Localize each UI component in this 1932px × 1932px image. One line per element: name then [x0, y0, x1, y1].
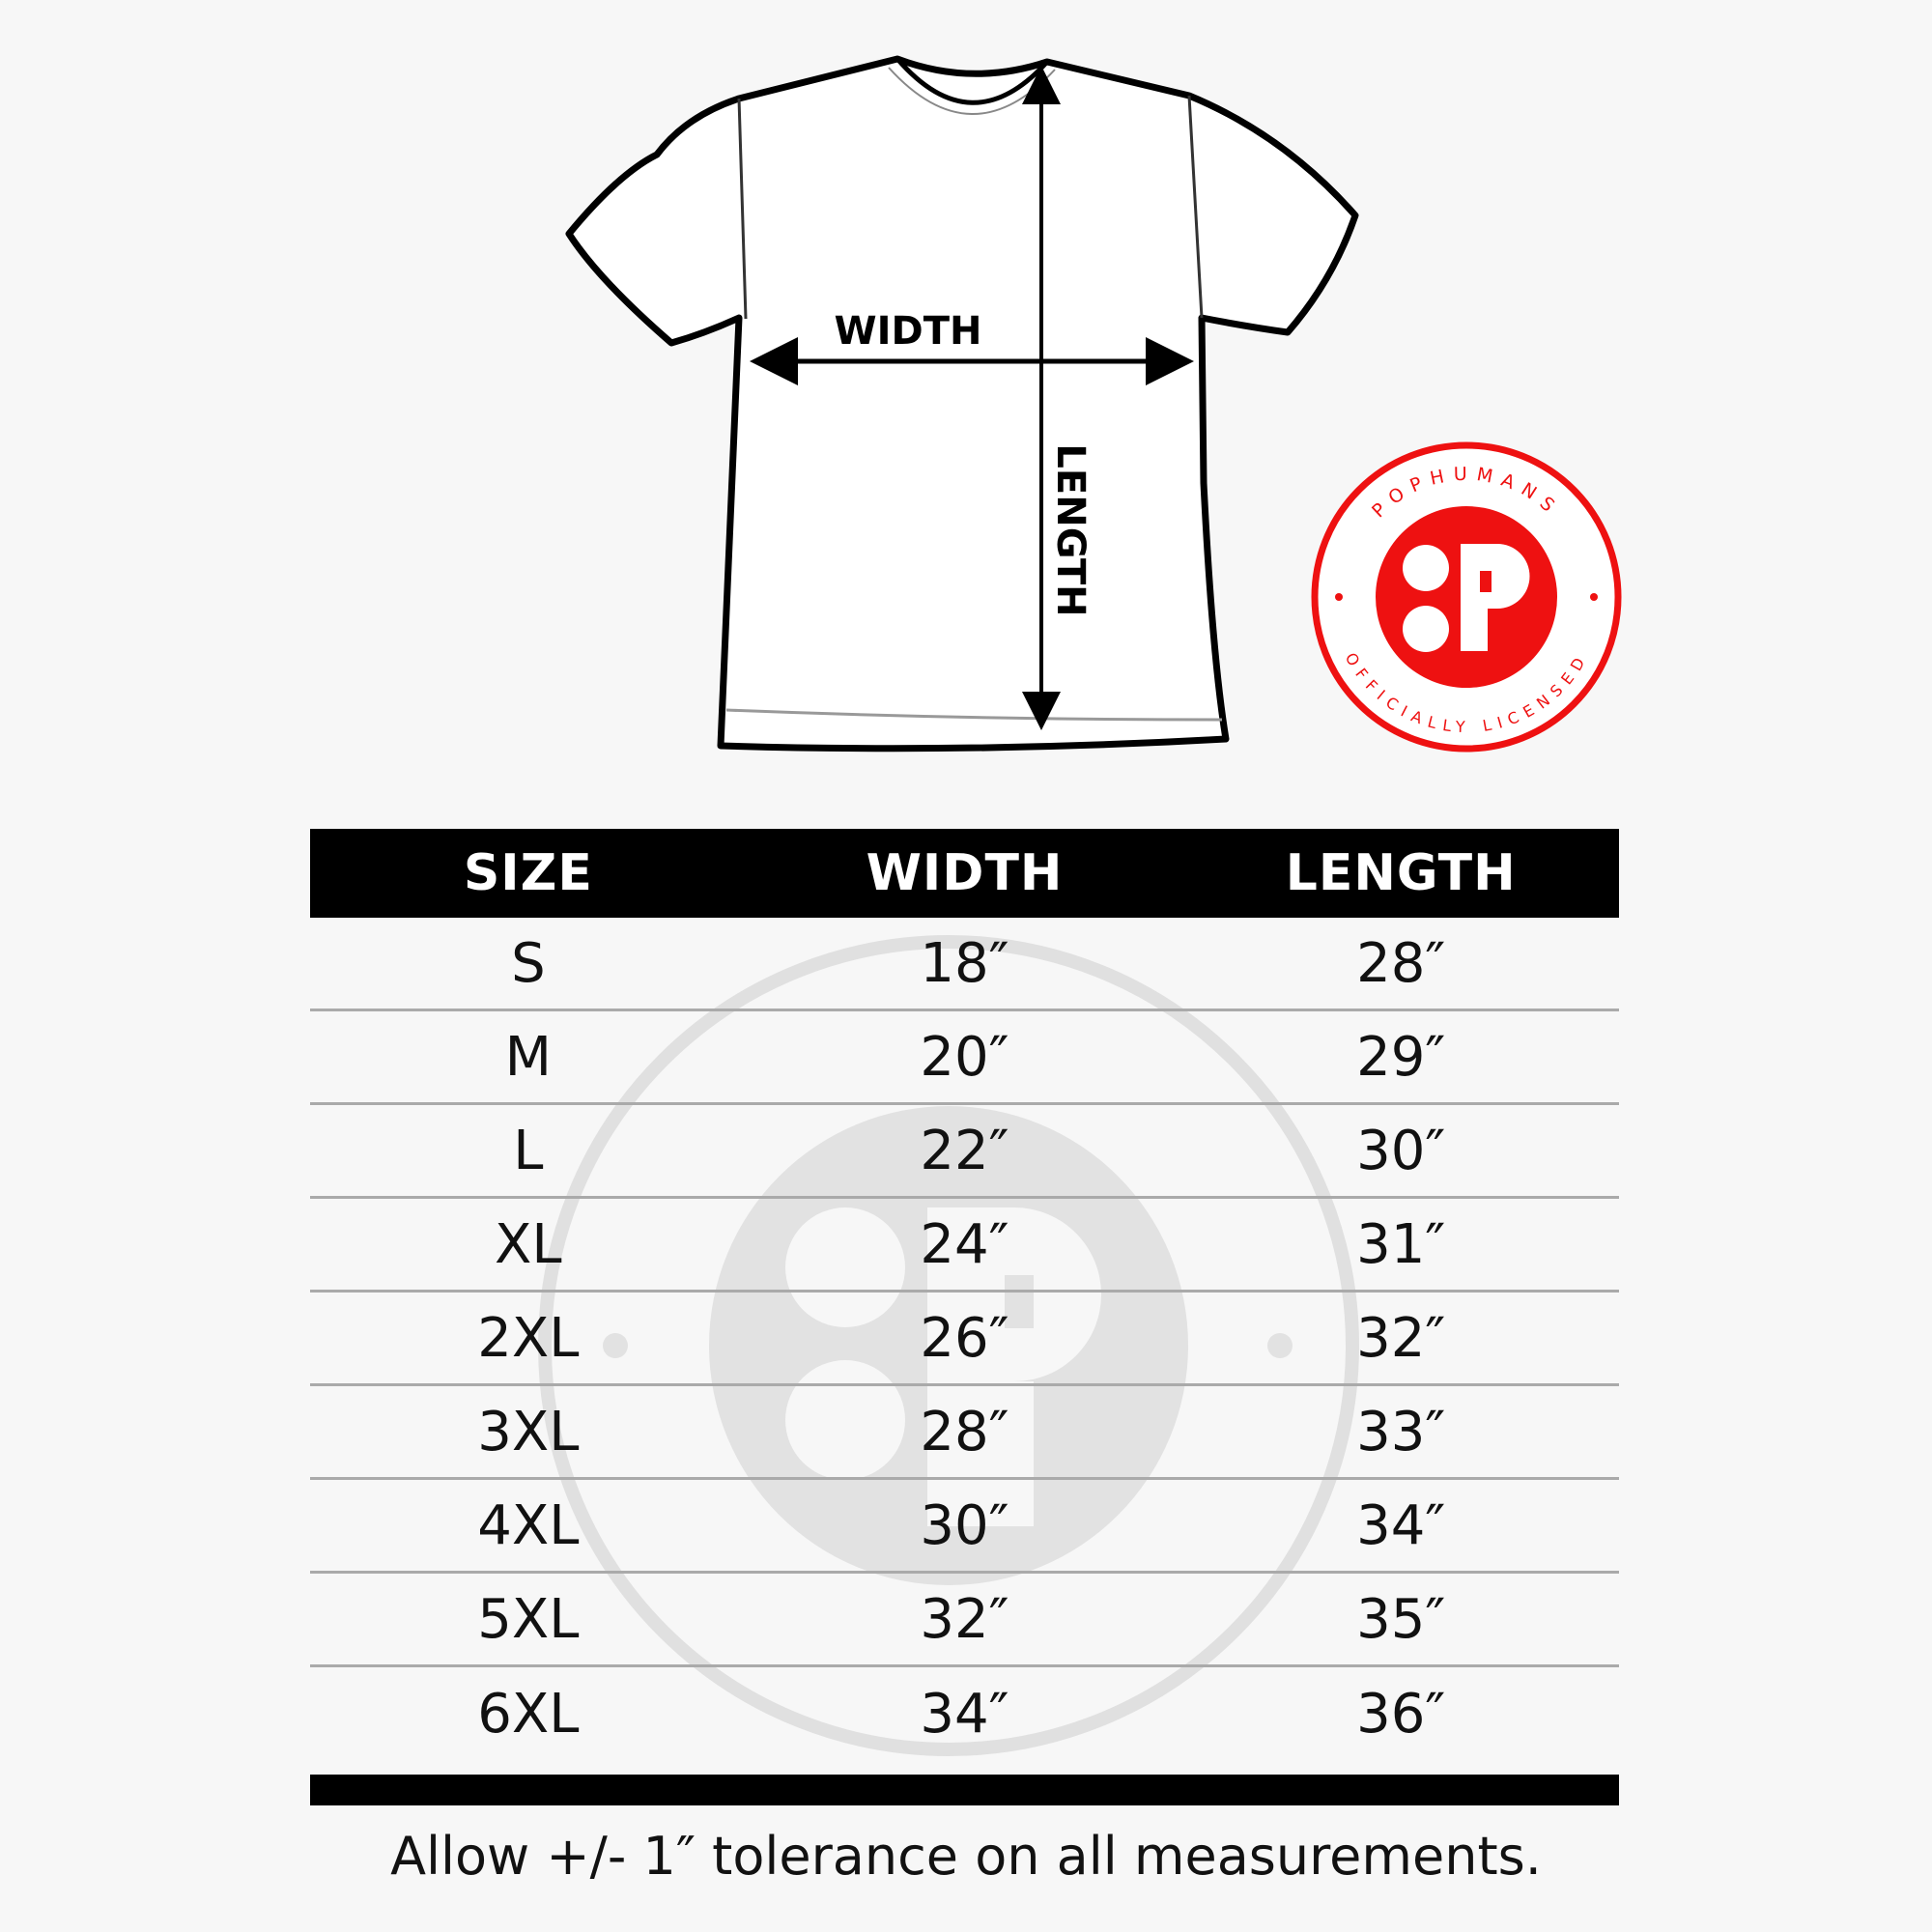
cell-length: 28″: [1356, 931, 1446, 995]
cell-size: 4XL: [477, 1493, 580, 1557]
cell-width: 26″: [920, 1306, 1009, 1370]
cell-size: 2XL: [477, 1306, 580, 1370]
table-row: M 20″ 29″: [310, 1011, 1619, 1105]
cell-length: 32″: [1356, 1306, 1446, 1370]
cell-length: 33″: [1356, 1400, 1446, 1463]
cell-size: M: [504, 1025, 552, 1089]
size-chart-table: SIZE WIDTH LENGTH S 18″ 28″ M 20″ 29″ L 22″ 30″ X…: [310, 829, 1619, 1761]
tolerance-note: Allow +/- 1″ tolerance on all measuremen…: [390, 1826, 1542, 1887]
tshirt-outline: [565, 55, 1359, 753]
header-size: SIZE: [463, 844, 593, 902]
cell-length: 31″: [1356, 1212, 1446, 1276]
table-row: 2XL 26″ 32″: [310, 1293, 1619, 1386]
table-row: L 22″ 30″: [310, 1105, 1619, 1199]
cell-length: 29″: [1356, 1025, 1446, 1089]
length-label: LENGTH: [1048, 443, 1093, 616]
header-width: WIDTH: [866, 844, 1064, 902]
cell-size: 3XL: [477, 1400, 580, 1463]
cell-size: 6XL: [477, 1683, 580, 1746]
cell-size: S: [511, 931, 546, 995]
cell-width: 20″: [920, 1025, 1009, 1089]
width-label: WIDTH: [835, 309, 982, 354]
cell-length: 36″: [1356, 1683, 1446, 1746]
cell-width: 18″: [920, 931, 1009, 995]
cell-length: 30″: [1356, 1119, 1446, 1182]
cell-width: 32″: [920, 1587, 1009, 1651]
cell-width: 28″: [920, 1400, 1009, 1463]
table-bottom-bar: [310, 1775, 1619, 1805]
cell-length: 35″: [1356, 1587, 1446, 1651]
table-row: 4XL 30″ 34″: [310, 1480, 1619, 1574]
cell-width: 24″: [920, 1212, 1009, 1276]
cell-size: 5XL: [477, 1587, 580, 1651]
table-row: 3XL 28″ 33″: [310, 1386, 1619, 1480]
cell-width: 30″: [920, 1493, 1009, 1557]
tshirt-diagram: WIDTH LENGTH: [565, 55, 1359, 753]
cell-size: L: [513, 1119, 544, 1182]
cell-size: XL: [495, 1212, 562, 1276]
table-header: SIZE WIDTH LENGTH: [310, 829, 1619, 918]
pophumans-logo: POPHUMANS OFFICIALLY LICENSED: [1311, 441, 1622, 753]
table-row: 5XL 32″ 35″: [310, 1574, 1619, 1667]
cell-length: 34″: [1356, 1493, 1446, 1557]
table-row: S 18″ 28″: [310, 918, 1619, 1011]
table-row: 6XL 34″ 36″: [310, 1667, 1619, 1761]
header-length: LENGTH: [1285, 844, 1517, 902]
cell-width: 34″: [920, 1683, 1009, 1746]
table-row: XL 24″ 31″: [310, 1199, 1619, 1293]
cell-width: 22″: [920, 1119, 1009, 1182]
